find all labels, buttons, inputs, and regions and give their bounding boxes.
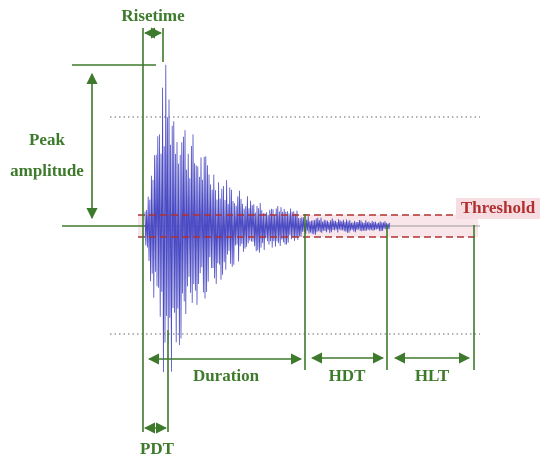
peak-label: Peak	[29, 130, 65, 149]
pdt-label: PDT	[140, 439, 175, 458]
risetime-label: Risetime	[121, 6, 185, 25]
hlt-label: HLT	[415, 366, 450, 385]
amplitude-label: amplitude	[10, 161, 84, 180]
duration-label: Duration	[193, 366, 260, 385]
threshold-label: Threshold	[461, 198, 536, 217]
waveform-trace	[144, 64, 391, 373]
waveform	[144, 64, 391, 373]
hdt-label: HDT	[329, 366, 367, 385]
threshold-label-bg	[456, 198, 540, 219]
